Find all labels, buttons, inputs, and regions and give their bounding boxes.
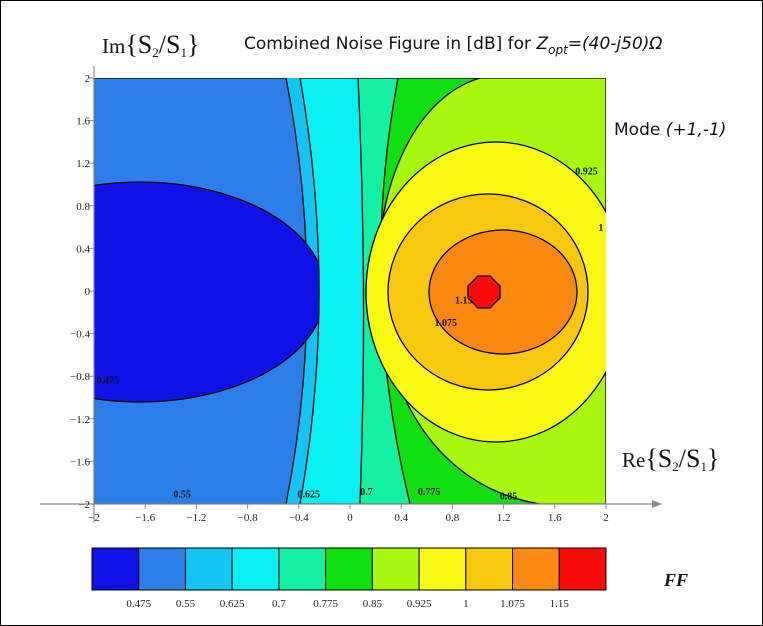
colorbar-tick-label: 0.55 xyxy=(176,598,196,610)
colorbar-swatch xyxy=(184,547,233,591)
contour-label: 1.075 xyxy=(434,318,457,329)
contour-label: 0.625 xyxy=(298,489,321,500)
y-tick-label: 1.2 xyxy=(76,158,90,170)
x-tick-label: −0.4 xyxy=(289,512,309,524)
y-tick-label: −0.8 xyxy=(70,371,90,383)
y-tick-label: 0.8 xyxy=(76,201,90,213)
y-tick-label: −1.6 xyxy=(70,456,90,468)
colorbar-tick-label: 0.925 xyxy=(407,598,432,610)
colorbar-tick-label: 0.85 xyxy=(363,598,383,610)
band-above-1.15 xyxy=(467,275,501,309)
x-axis-arrow xyxy=(652,500,662,508)
x-tick-label: 0 xyxy=(347,512,353,524)
colorbar-swatch xyxy=(231,547,280,591)
colorbar-tick-label: 1.075 xyxy=(500,598,525,610)
colorbar-swatch xyxy=(278,547,327,591)
x-tick-label: −1.6 xyxy=(135,512,155,524)
x-tick-label: 0.8 xyxy=(446,512,460,524)
contour-fill-group xyxy=(94,78,606,504)
colorbar-tick-label: 0.775 xyxy=(313,598,338,610)
x-tick-label: −0.8 xyxy=(238,512,258,524)
y-tick-label: 1.6 xyxy=(76,116,90,128)
y-tick-label: 2 xyxy=(85,73,91,85)
colorbar xyxy=(91,547,607,591)
y-tick-label: −2 xyxy=(78,499,90,511)
colorbar-swatch xyxy=(465,547,514,591)
x-ticks: −2 −1.6 −1.2 −0.8 −0.4 0 0.4 0.8 1.2 1.6 2 xyxy=(88,504,609,524)
contour-label: 0.7 xyxy=(360,487,373,498)
colorbar-swatch xyxy=(91,547,140,591)
contour-label: 0.775 xyxy=(418,487,441,498)
y-tick-label: −0.4 xyxy=(70,329,90,341)
y-tick-label: 0 xyxy=(85,286,91,298)
colorbar-tick-label: 0.625 xyxy=(220,598,245,610)
x-tick-label: 1.6 xyxy=(548,512,562,524)
contour-label: 0.85 xyxy=(500,491,518,502)
colorbar-swatch xyxy=(371,547,420,591)
colorbar-swatch xyxy=(138,547,186,591)
colorbar-tick-label: 1.15 xyxy=(550,598,570,610)
x-tick-label: −2 xyxy=(88,512,100,524)
contour-label: 0.925 xyxy=(575,167,598,178)
y-axis-label: Im{S2/S1} xyxy=(102,30,199,60)
colorbar-swatch xyxy=(558,547,607,591)
contour-label: 0.475 xyxy=(97,375,120,386)
contour-labels: 0.475 0.55 0.625 0.7 0.775 0.85 0.925 1 1.075 1.1… xyxy=(97,167,604,503)
colorbar-tick-label: 1 xyxy=(463,598,469,610)
contour-label: 0.55 xyxy=(173,489,191,500)
colorbar-ticks: 0.475 0.55 0.625 0.7 0.775 0.85 0.925 1 1.075 1.1… xyxy=(126,598,569,610)
y-tick-label: −1.2 xyxy=(70,414,90,426)
colorbar-swatch xyxy=(512,547,560,591)
x-tick-label: −1.2 xyxy=(186,512,206,524)
chart-title: Combined Noise Figure in [dB] for Zopt=(… xyxy=(244,34,662,57)
colorbar-label: FF xyxy=(663,570,688,590)
colorbar-swatch xyxy=(418,547,467,591)
colorbar-swatch xyxy=(325,547,373,591)
x-tick-label: 0.4 xyxy=(394,512,408,524)
x-tick-label: 1.2 xyxy=(497,512,511,524)
colorbar-tick-label: 0.7 xyxy=(272,598,286,610)
mode-label: Mode (+1,-1) xyxy=(614,120,726,140)
x-axis-label: Re{S2/S1} xyxy=(622,444,719,474)
colorbar-tick-label: 0.475 xyxy=(126,598,151,610)
band-1.075-1.15 xyxy=(428,229,578,355)
y-ticks: −2 −1.6 −1.2 −0.8 −0.4 0 0.4 0.8 1.2 1.6 2 xyxy=(70,73,94,511)
contour-label: 1.15 xyxy=(455,296,473,307)
contour-label: 1 xyxy=(598,223,603,234)
x-tick-label: 2 xyxy=(603,512,609,524)
y-tick-label: 0.4 xyxy=(76,243,90,255)
